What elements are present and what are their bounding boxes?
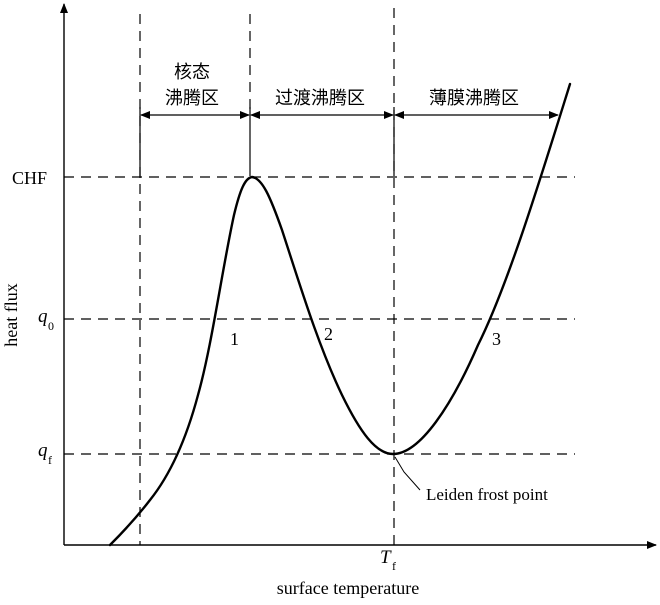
qf-subscript: f	[48, 453, 52, 467]
tf-subscript: f	[392, 559, 396, 573]
point-label-1: 1	[230, 329, 239, 349]
q0-subscript: 0	[48, 319, 54, 333]
film-region-label: 薄膜沸腾区	[429, 88, 519, 109]
point-label-3: 3	[492, 329, 501, 349]
point-label-2: 2	[324, 324, 333, 344]
boiling-curve	[108, 82, 572, 547]
q0-label: q	[38, 306, 48, 327]
chf-label: CHF	[12, 168, 47, 188]
leidenfrost-label: Leiden frost point	[426, 485, 548, 504]
transition-region-label: 过渡沸腾区	[275, 88, 365, 109]
y-axis-label: heat flux	[1, 283, 21, 346]
leidenfrost-leader-line	[394, 456, 421, 491]
nucleate-region-label-line2: 沸腾区	[165, 88, 219, 109]
tf-label: T	[380, 547, 392, 568]
x-axis-label: surface temperature	[277, 578, 419, 598]
nucleate-region-label-line1: 核态	[174, 62, 210, 83]
qf-label: q	[38, 440, 48, 461]
